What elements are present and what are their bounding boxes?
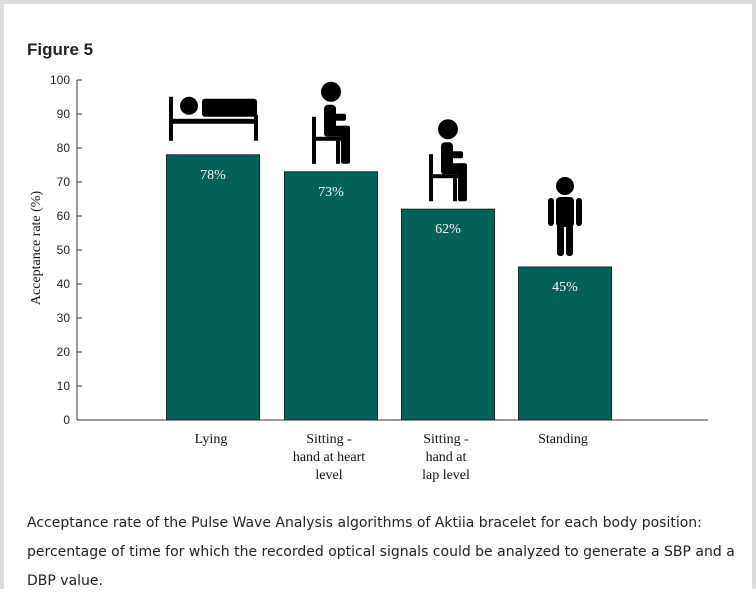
y-tick-label: 90 (57, 107, 71, 121)
y-tick-label: 30 (57, 311, 71, 325)
category-label: Lying (195, 432, 228, 447)
figure-caption: Acceptance rate of the Pulse Wave Analys… (27, 515, 735, 589)
y-axis-label: Acceptance rate (%) (29, 191, 44, 306)
y-tick-label: 40 (57, 277, 71, 291)
y-tick-label: 50 (57, 243, 71, 257)
bar-value-label: 78% (200, 168, 226, 183)
bar (284, 171, 378, 421)
y-tick-label: 10 (57, 379, 71, 393)
y-tick-label: 0 (63, 413, 70, 427)
y-tick-label: 80 (57, 141, 71, 155)
bar-chart: 0 10 20 30 40 50 60 70 80 90 100 Acceptance rate (… (29, 73, 708, 483)
position-icons (169, 81, 582, 256)
bars (166, 154, 612, 421)
bar (518, 266, 612, 421)
sitting-person-icon (312, 81, 350, 164)
bar (166, 154, 260, 421)
sitting-person-icon (429, 119, 467, 202)
category-label: lap level (422, 468, 470, 483)
bar (401, 208, 495, 421)
y-tick-label: 100 (50, 73, 70, 87)
category-label: Standing (538, 432, 588, 447)
category-label: level (315, 468, 342, 483)
bar-value-labels: 78% 73% 62% 45% (200, 168, 578, 295)
bed-icon (169, 96, 258, 141)
y-tick-label: 20 (57, 345, 71, 359)
category-labels: Lying Sitting - hand at heart level Sitting … (195, 432, 588, 483)
category-label: Sitting - (423, 432, 469, 447)
standing-person-icon (548, 177, 582, 256)
category-label: hand at (426, 450, 467, 465)
category-label: hand at heart (293, 450, 365, 465)
bar-value-label: 45% (552, 280, 578, 295)
figure-title: Figure 5 (27, 40, 94, 59)
bar-value-label: 73% (318, 185, 344, 200)
bar-value-label: 62% (435, 222, 461, 237)
y-tick-label: 70 (57, 175, 71, 189)
category-label: Sitting - (306, 432, 352, 447)
y-axis: 0 10 20 30 40 50 60 70 80 90 100 (50, 73, 82, 427)
y-tick-label: 60 (57, 209, 71, 223)
